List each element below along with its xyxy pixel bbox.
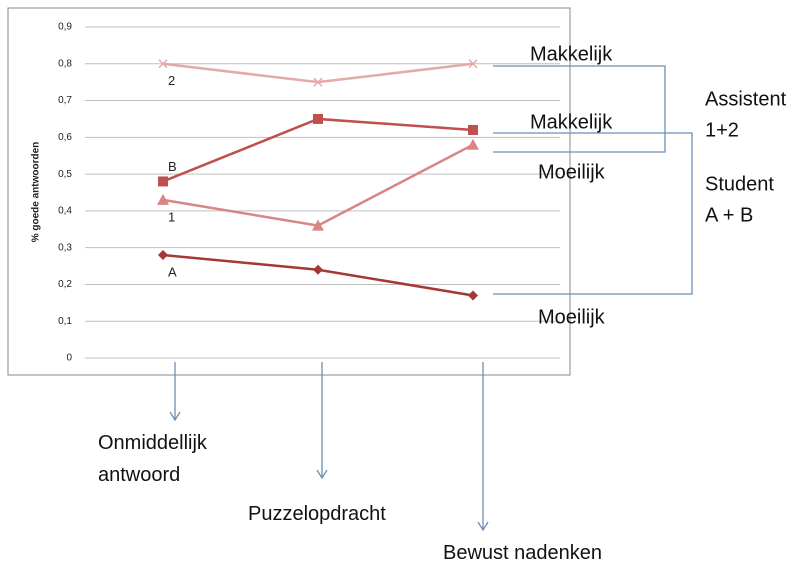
y-tick-label: 0,1: [58, 316, 72, 327]
marker: [467, 138, 479, 150]
brackets: [493, 65, 693, 295]
y-tick-label: 0,2: [58, 279, 72, 290]
y-tick-label: 0,5: [58, 169, 72, 180]
arrow-head: [169, 411, 181, 422]
series-label: B: [168, 159, 177, 174]
annotation: Makkelijk: [530, 111, 613, 133]
annotation: Moeilijk: [538, 161, 606, 183]
marker: [313, 113, 323, 124]
marker: [468, 59, 478, 69]
category-label: Puzzelopdracht: [248, 503, 386, 525]
y-tick-label: 0,3: [58, 242, 72, 253]
group-label: Assistent: [705, 88, 787, 110]
bracket-assistent: [493, 65, 666, 153]
marker: [158, 176, 168, 187]
arrow-head: [477, 521, 489, 532]
marker: [157, 193, 169, 205]
y-tick-label: 0,6: [58, 132, 72, 143]
marker: [313, 77, 323, 87]
y-tick-label: 0,8: [58, 58, 72, 69]
series-label: A: [168, 264, 177, 279]
y-tick-label: 0,9: [58, 22, 72, 33]
annotation: Makkelijk: [530, 43, 613, 65]
category-label: Bewust nadenken: [443, 542, 603, 564]
marker: [313, 264, 323, 275]
y-tick-label: 0: [66, 353, 72, 364]
chart-frame: [7, 7, 571, 376]
series-label: 1: [168, 209, 175, 224]
arrow-head: [316, 469, 328, 480]
group-label: 1+2: [705, 119, 739, 141]
annotation: Moeilijk: [538, 306, 606, 328]
marker: [468, 124, 478, 135]
group-label: Student: [705, 173, 774, 195]
category-label: Onmiddellijk antwoord: [98, 432, 207, 486]
y-tick-label: 0,7: [58, 95, 72, 106]
marker: [158, 250, 168, 261]
y-tick-label: 0,4: [58, 206, 72, 217]
y-axis-label: % goede antwoorden: [31, 142, 42, 243]
group-label: A + B: [705, 204, 753, 226]
marker: [312, 219, 324, 231]
series-label: 2: [168, 73, 175, 88]
marker: [468, 290, 478, 301]
bracket-student: [493, 132, 693, 295]
marker: [158, 59, 168, 69]
